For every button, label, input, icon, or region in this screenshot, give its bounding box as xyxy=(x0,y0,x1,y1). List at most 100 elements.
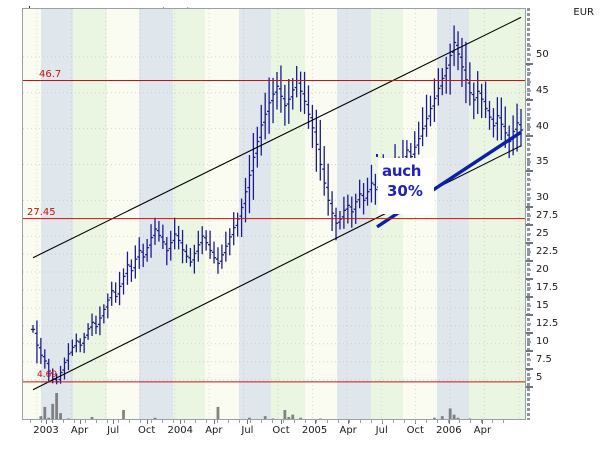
annotation-box[interactable]: auch 30% xyxy=(378,158,434,214)
x-axis-minor-tick xyxy=(327,420,328,423)
x-axis-minor-tick xyxy=(250,420,251,423)
x-axis-tick xyxy=(314,420,316,424)
volume-bars xyxy=(39,393,472,419)
gridlines xyxy=(23,9,525,419)
x-axis-tick xyxy=(448,420,450,424)
x-axis-minor-tick xyxy=(85,420,86,423)
x-axis-minor-tick xyxy=(404,420,405,423)
x-axis-minor-tick xyxy=(492,420,493,423)
price-line-label-1: 46.7 xyxy=(39,68,62,80)
x-axis-minor-tick xyxy=(195,420,196,423)
y-axis-tick-label: 10 xyxy=(536,335,549,347)
y-axis-tick xyxy=(526,62,533,65)
x-axis-minor-tick xyxy=(415,420,416,423)
x-axis-minor-tick xyxy=(217,420,218,423)
bg-band xyxy=(23,9,41,419)
y-axis-tick-label: 15 xyxy=(536,299,549,311)
x-axis-tick xyxy=(213,420,215,424)
price-plot-area[interactable]: 46.7 27.45 4.69 xyxy=(22,8,526,420)
x-axis-tick-label: Apr xyxy=(205,425,223,436)
y-axis-minor-tick xyxy=(527,197,531,200)
x-axis-tick-label: Oct xyxy=(138,425,156,436)
y-axis-tick xyxy=(526,278,533,281)
y-axis-minor-tick xyxy=(527,53,531,56)
y-axis-tick-label: 7.5 xyxy=(536,353,552,365)
x-axis-tick-label: Apr xyxy=(339,425,357,436)
y-axis-minor-tick xyxy=(527,322,531,325)
y-axis-tick xyxy=(526,385,533,388)
x-axis-tick-label: Jul xyxy=(375,425,388,436)
x-axis-minor-tick xyxy=(151,420,152,423)
y-axis-tick-label: 50 xyxy=(536,48,549,60)
y-axis-tick xyxy=(526,313,533,316)
x-axis-minor-tick xyxy=(503,420,504,423)
y-axis-minor-tick xyxy=(527,215,531,218)
x-axis-minor-tick xyxy=(382,420,383,423)
x-axis-tick-label: Jul xyxy=(107,425,120,436)
bg-band xyxy=(41,9,73,419)
y-axis-minor-tick xyxy=(527,188,531,191)
x-axis-minor-tick xyxy=(206,420,207,423)
y-axis-minor-tick xyxy=(527,116,531,119)
horizontal-price-lines xyxy=(23,80,525,383)
y-axis-tick xyxy=(526,224,533,227)
y-axis-tick xyxy=(526,367,533,370)
y-axis-tick xyxy=(526,331,533,334)
y-axis-tick xyxy=(526,170,533,173)
y-axis-tick-label: 35 xyxy=(536,156,549,168)
y-axis-tick xyxy=(526,206,533,209)
x-axis-tick xyxy=(146,420,148,424)
annotation-line1: auch xyxy=(382,162,422,180)
x-axis-tick xyxy=(180,420,182,424)
y-axis-tick-label: 20 xyxy=(536,264,549,276)
x-axis-tick xyxy=(482,420,484,424)
y-axis-minor-tick xyxy=(527,269,531,272)
x-axis-minor-tick xyxy=(272,420,273,423)
y-axis-tick xyxy=(526,295,533,298)
x-axis-minor-tick xyxy=(261,420,262,423)
x-axis-minor-tick xyxy=(96,420,97,423)
x-axis-tick-label: 2003 xyxy=(33,425,59,436)
y-axis-minor-tick xyxy=(527,161,531,164)
x-axis-minor-tick xyxy=(63,420,64,423)
y-axis-tick-label: 25 xyxy=(536,228,549,240)
y-axis-tick xyxy=(526,242,533,245)
bg-band xyxy=(239,9,271,419)
x-axis-minor-tick xyxy=(30,420,31,423)
y-axis-tick xyxy=(526,134,533,137)
x-axis-minor-tick xyxy=(349,420,350,423)
y-axis-minor-tick xyxy=(527,287,531,290)
y-axis-minor-tick xyxy=(527,44,531,47)
y-axis-bar xyxy=(527,8,530,420)
price-line-label-2: 27.45 xyxy=(27,206,56,218)
x-axis-tick xyxy=(113,420,115,424)
x-axis-tick xyxy=(247,420,249,424)
y-axis-minor-tick xyxy=(527,80,531,83)
y-axis-minor-tick xyxy=(527,152,531,155)
x-axis-tick xyxy=(281,420,282,424)
y-axis-minor-tick xyxy=(527,107,531,110)
currency-label: EUR xyxy=(573,7,594,18)
y-axis-tick-label: 30 xyxy=(536,192,549,204)
x-axis-minor-tick xyxy=(74,420,75,423)
x-axis-minor-tick xyxy=(360,420,361,423)
bg-band xyxy=(337,9,371,419)
bg-band xyxy=(403,9,437,419)
x-axis-minor-tick xyxy=(371,420,372,423)
x-axis-minor-tick xyxy=(338,420,339,423)
x-axis-tick xyxy=(46,420,47,424)
x-axis-minor-tick xyxy=(305,420,306,423)
x-axis-minor-tick xyxy=(481,420,482,423)
x-axis-minor-tick xyxy=(52,420,53,423)
y-axis-tick xyxy=(526,260,533,263)
x-axis-minor-tick xyxy=(294,420,295,423)
y-axis-minor-tick xyxy=(527,143,531,146)
x-axis-minor-tick xyxy=(448,420,449,423)
x-axis-tick-label: Oct xyxy=(406,425,424,436)
x-axis-minor-tick xyxy=(162,420,163,423)
x-axis-minor-tick xyxy=(459,420,460,423)
x-axis-tick-label: Oct xyxy=(272,425,290,436)
y-axis[interactable] xyxy=(526,8,534,420)
y-axis-minor-tick xyxy=(527,125,531,128)
y-axis-tick xyxy=(526,98,533,101)
